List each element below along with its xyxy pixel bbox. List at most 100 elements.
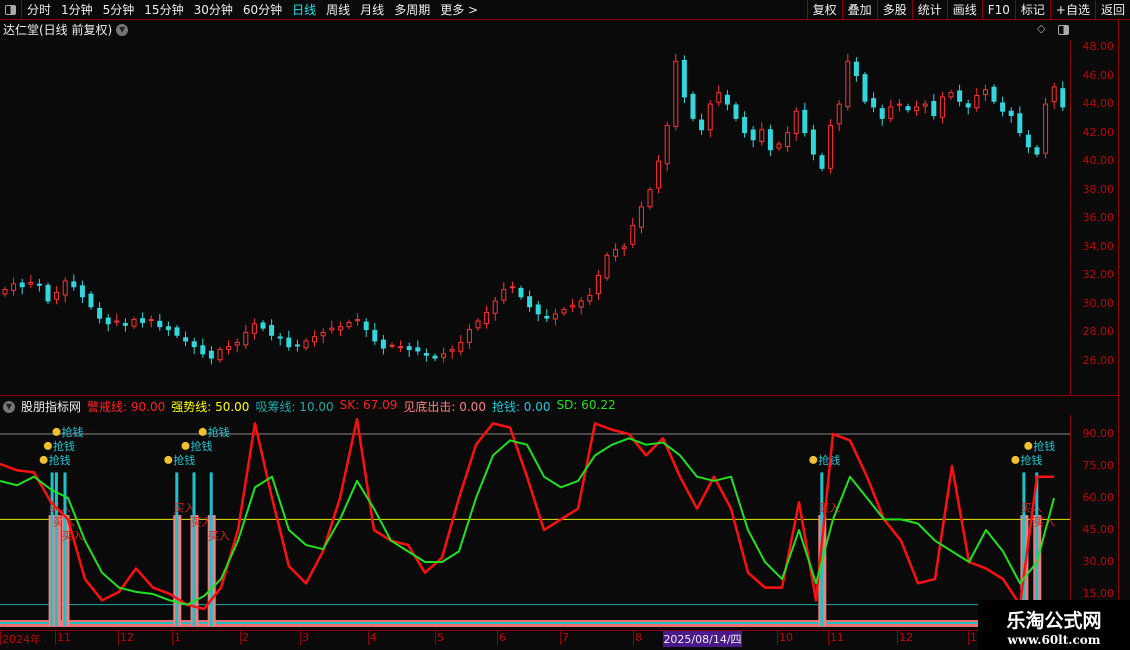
stock-title: 达仁堂(日线 前复权) <box>3 23 113 37</box>
period-tab[interactable]: 月线 <box>360 3 385 17</box>
candle <box>578 297 584 315</box>
sd-line <box>0 437 1055 606</box>
money-bag-icon <box>43 441 52 450</box>
period-tab[interactable]: 1分钟 <box>61 3 93 17</box>
candle <box>853 56 859 82</box>
candle <box>1060 81 1066 111</box>
candle <box>647 186 653 210</box>
period-tab[interactable]: 15分钟 <box>144 3 184 17</box>
candle <box>243 324 249 349</box>
candle <box>518 285 524 300</box>
candle <box>208 346 214 365</box>
indicator-value: 吸筹线: 10.00 <box>255 400 334 414</box>
toolbar-button[interactable]: F10 <box>981 0 1015 20</box>
candle <box>621 242 627 257</box>
price-tick: 40.00 <box>1082 154 1115 168</box>
chevron-down-icon[interactable]: ▼ <box>116 23 129 36</box>
panel-toggle-icon[interactable] <box>0 0 22 20</box>
oscillator-chart[interactable]: 抢钱买入抢钱买入抢钱买入抢钱买入抢钱买入抢钱买入抢钱买入抢钱买入抢钱买入 <box>0 415 1070 630</box>
period-tab[interactable]: 分时 <box>27 3 52 17</box>
money-bag-icon <box>39 455 48 464</box>
candle <box>337 321 343 337</box>
candle <box>148 315 154 328</box>
candle <box>750 126 756 148</box>
grab-label: 抢钱 <box>208 425 230 439</box>
candle <box>423 348 429 362</box>
candle <box>1043 97 1049 159</box>
period-tab[interactable]: 60分钟 <box>242 3 283 17</box>
candle <box>71 274 77 291</box>
candle <box>957 84 963 107</box>
candle <box>492 297 498 321</box>
diamond-icon[interactable]: ◇ <box>1037 22 1046 35</box>
candle <box>982 84 988 101</box>
toolbar-button[interactable]: +自选 <box>1049 0 1095 20</box>
candle <box>415 340 421 355</box>
panel-toggle-icon[interactable] <box>1052 20 1074 40</box>
period-tab[interactable]: 更多 > <box>440 3 479 17</box>
osc-tick: 60.00 <box>1082 491 1115 505</box>
sk-line <box>0 417 1054 611</box>
toolbar-button[interactable]: 叠加 <box>841 0 877 20</box>
candle <box>157 313 163 331</box>
watermark-url: www.60lt.com <box>1007 633 1101 647</box>
date-label: 7 <box>562 631 569 644</box>
grab-label: 抢钱 <box>1033 439 1055 453</box>
candle <box>587 287 593 306</box>
indicator-value: 见底出击: 0.00 <box>403 400 486 414</box>
osc-tick: 90.00 <box>1082 427 1115 441</box>
candle <box>251 318 257 340</box>
candle <box>140 312 146 328</box>
candle <box>595 270 601 300</box>
candle <box>226 340 232 355</box>
price-chart[interactable] <box>0 40 1070 395</box>
chevron-down-icon[interactable]: ▼ <box>3 400 15 413</box>
period-tab[interactable]: 多周期 <box>394 3 431 17</box>
candle <box>355 313 361 326</box>
candle <box>165 321 171 336</box>
candle <box>1051 82 1057 109</box>
watermark-title: 乐淘公式网 <box>1006 610 1102 632</box>
toolbar-button[interactable]: 复权 <box>806 0 842 20</box>
price-tick: 38.00 <box>1082 182 1115 196</box>
candle <box>1025 130 1031 154</box>
candle <box>690 91 696 122</box>
candle <box>544 308 550 323</box>
toolbar-button[interactable]: 返回 <box>1094 0 1130 20</box>
candle <box>1000 96 1006 117</box>
toolbar-button[interactable]: 统计 <box>911 0 947 20</box>
indicator-name: 股朋指标网 <box>21 400 82 414</box>
candle <box>54 286 60 305</box>
period-tab[interactable]: 周线 <box>326 3 351 17</box>
candle <box>346 319 352 330</box>
toolbar-button[interactable]: 标记 <box>1014 0 1050 20</box>
candle <box>441 347 447 363</box>
toolbar-button[interactable]: 多股 <box>876 0 912 20</box>
grab-label: 抢钱 <box>62 425 84 439</box>
candle <box>810 124 816 161</box>
side-panel-strip[interactable] <box>1118 20 1130 600</box>
date-label: 6 <box>499 631 506 644</box>
candle <box>793 107 799 141</box>
candle <box>286 330 292 351</box>
grab-label: 抢钱 <box>191 439 213 453</box>
toolbar-button[interactable]: 画线 <box>946 0 982 20</box>
indicator-value: SK: 67.09 <box>339 398 398 412</box>
candle <box>604 252 610 281</box>
candle <box>828 119 834 174</box>
date-axis: 2025/08/14/四 2024年 11 12 1 2 3 4 5 6 7 8 10 11 12 1 <box>0 630 1130 647</box>
candle <box>114 313 120 327</box>
candle <box>19 279 25 295</box>
candle <box>699 113 705 135</box>
period-tab[interactable]: 30分钟 <box>193 3 233 17</box>
candle <box>819 152 825 172</box>
candle <box>88 291 94 310</box>
candle <box>131 316 137 329</box>
period-tab[interactable]: 5分钟 <box>102 3 135 17</box>
money-bag-icon <box>1011 455 1020 464</box>
period-tab[interactable]: 日线 <box>292 3 317 17</box>
candle <box>458 334 464 356</box>
indicator-legend: ▼ 股朋指标网 警戒线: 90.00 强势线: 50.00 吸筹线: 10.00 SK… <box>3 398 616 415</box>
candle <box>79 280 85 304</box>
candle <box>570 299 576 313</box>
